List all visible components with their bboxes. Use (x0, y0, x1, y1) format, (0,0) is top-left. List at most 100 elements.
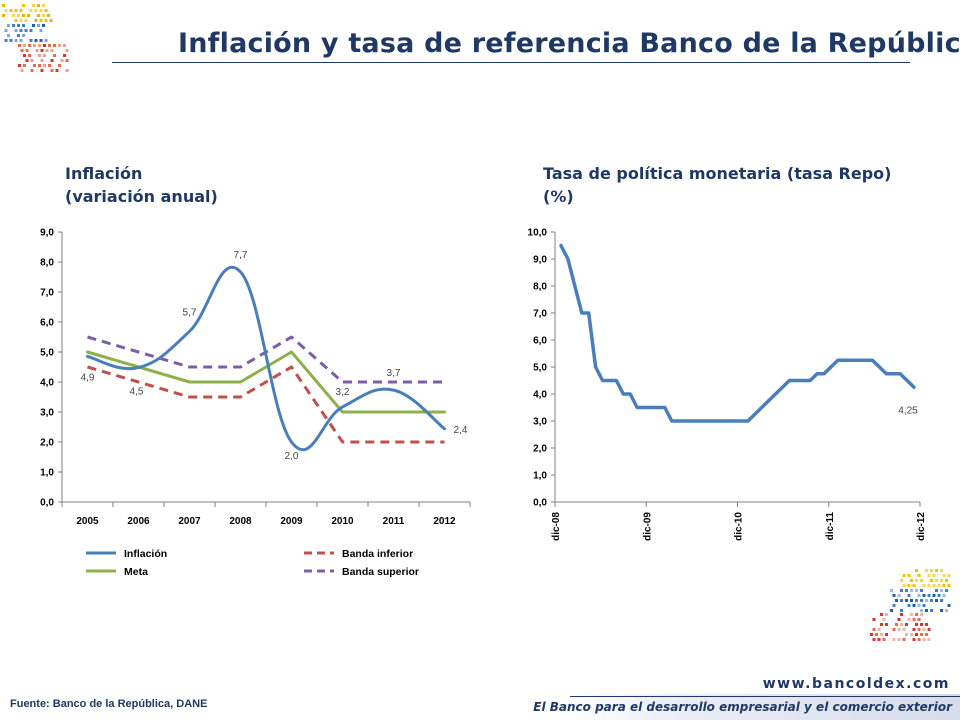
logo-dot (23, 44, 26, 47)
logo-dot (917, 574, 921, 577)
logo-dot (44, 19, 48, 22)
logo-dot (912, 628, 916, 631)
left-y-tick-label: 8,0 (40, 258, 54, 269)
logo-dot (905, 589, 908, 592)
right-y-tick-label: 0,0 (533, 498, 547, 509)
logo-dot (945, 609, 948, 612)
logo-dot (912, 604, 916, 607)
logo-dot (870, 633, 873, 636)
right-y-tick-label: 7,0 (533, 309, 547, 320)
logo-dot (902, 628, 906, 631)
logo-dot (892, 628, 896, 631)
logo-dot (932, 594, 936, 597)
logo-dot (925, 599, 928, 602)
logo-dot (63, 44, 66, 47)
logo-dot (910, 589, 913, 592)
logo-dot (4, 29, 8, 32)
right-y-tick-label: 5,0 (533, 363, 547, 374)
logo-dot (935, 569, 938, 572)
logo-dot (942, 584, 946, 587)
logo-dot (940, 579, 943, 582)
footer-url[interactable]: www.bancoldex.com (762, 676, 950, 692)
logo-dot (24, 29, 28, 32)
logo-dot (942, 594, 946, 597)
logo-dot (947, 604, 951, 607)
left-y-tick-label: 7,0 (40, 288, 54, 299)
series-banda-inferior (87, 365, 445, 444)
logo-dot (14, 29, 18, 32)
logo-dot (48, 44, 51, 47)
logo-dot (43, 54, 46, 57)
logo-dot (915, 599, 918, 602)
right-y-tick-label: 9,0 (533, 255, 547, 266)
chart-right-title: Tasa de política monetaria (tasa Repo) (… (543, 162, 891, 208)
logo-dot (28, 44, 31, 47)
logo-dot (18, 44, 21, 47)
logo-dot (17, 14, 20, 17)
left-y-tick-label: 3,0 (40, 408, 54, 419)
logo-dot (935, 599, 938, 602)
logo-dot (42, 24, 45, 27)
logo-dot (920, 599, 923, 602)
logo-dot (40, 49, 44, 52)
logo-dot (925, 633, 928, 636)
logo-dot (915, 613, 918, 616)
logo-dot (877, 638, 881, 641)
inflacion-data-label: 4,9 (81, 373, 95, 384)
logo-dot (22, 34, 25, 37)
inflacion-data-label: 2,0 (285, 451, 299, 462)
logo-dot (50, 69, 54, 72)
left-y-tick-label: 0,0 (40, 498, 54, 509)
logo-dot (44, 9, 48, 12)
logo-dot (920, 589, 923, 592)
left-y-tick-label: 9,0 (40, 228, 54, 239)
series-tasa-repo (559, 243, 916, 423)
logo-dot (63, 54, 66, 57)
logo-dot (925, 609, 928, 612)
footer-band (560, 694, 960, 720)
logo-dot (48, 64, 51, 67)
logo-dot (927, 628, 931, 631)
left-x-tick-label: 2011 (383, 516, 405, 527)
inflacion-data-label: 3,7 (387, 368, 401, 379)
logo-dot (19, 19, 23, 22)
logo-dot (902, 638, 906, 641)
logo-dot (897, 594, 901, 597)
logo-dot (897, 618, 901, 621)
left-x-tick-label: 2009 (280, 516, 303, 527)
logo-dot (920, 623, 923, 626)
title-divider (112, 62, 910, 63)
logo-dot (927, 638, 931, 641)
logo-dot (922, 584, 926, 587)
logo-dot (23, 54, 26, 57)
left-y-tick-label: 2,0 (40, 438, 54, 449)
logo-dot (33, 44, 36, 47)
logo-dot (905, 599, 908, 602)
inflacion-data-label: 3,2 (336, 387, 350, 398)
logo-dot (910, 633, 913, 636)
logo-dot (29, 9, 33, 12)
logo-dot (912, 638, 916, 641)
logo-dot (935, 579, 938, 582)
left-y-tick-label: 1,0 (40, 468, 54, 479)
logo-dot (43, 64, 46, 67)
logo-dot (880, 623, 883, 626)
logo-dot (42, 14, 45, 17)
logo-dot (37, 4, 40, 7)
logo-dot (58, 64, 61, 67)
logo-dot (890, 609, 893, 612)
logo-dot (940, 609, 943, 612)
left-x-tick-label: 2008 (229, 516, 252, 527)
logo-dot (65, 69, 69, 72)
logo-dot (12, 24, 15, 27)
inflacion-data-label: 2,4 (454, 425, 468, 436)
logo-dot (65, 59, 69, 62)
logo-dot (930, 569, 933, 572)
logo-dot (902, 574, 906, 577)
logo-dot (915, 569, 918, 572)
logo-dot (7, 34, 10, 37)
logo-dot (39, 19, 43, 22)
logo-dot (907, 574, 911, 577)
logo-dot (915, 623, 918, 626)
left-x-tick-label: 2010 (331, 516, 354, 527)
